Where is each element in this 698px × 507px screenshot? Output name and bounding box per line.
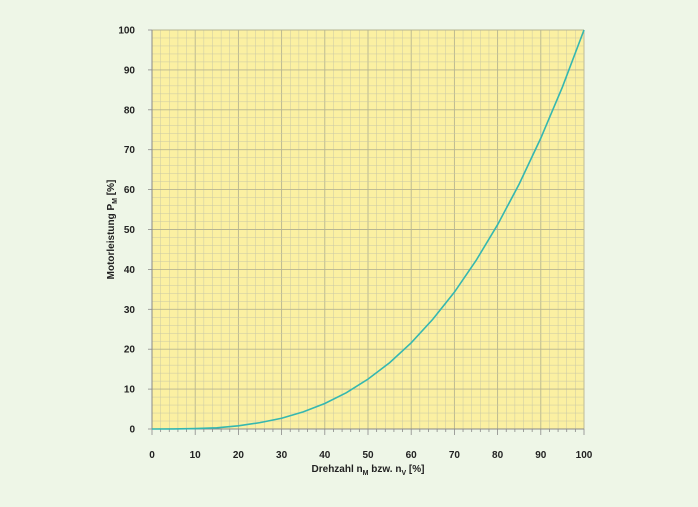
y-title-sub: M <box>112 198 119 204</box>
x-tick-label: 30 <box>276 450 288 461</box>
y-tick-label: 0 <box>129 425 135 436</box>
x-tick-label: 10 <box>190 450 202 461</box>
x-tick-label: 50 <box>362 450 374 461</box>
y-tick-label: 50 <box>124 225 136 236</box>
y-tick-label: 20 <box>124 345 136 356</box>
y-tick-labels: 0 10 20 30 40 50 60 70 80 90 100 <box>118 26 135 436</box>
x-tick-label: 90 <box>535 450 547 461</box>
x-tick-label: 70 <box>449 450 461 461</box>
x-tick-label: 80 <box>492 450 504 461</box>
x-tick-label: 100 <box>576 450 593 461</box>
axes <box>148 29 585 435</box>
x-title-sub2: V <box>401 470 406 477</box>
y-tick-label: 100 <box>118 26 135 37</box>
y-tick-label: 80 <box>124 105 136 116</box>
x-title-end: [%] <box>406 464 424 475</box>
x-tick-label: 20 <box>233 450 245 461</box>
x-tick-label: 0 <box>149 450 155 461</box>
y-tick-label: 10 <box>124 385 136 396</box>
x-tick-label: 40 <box>319 450 331 461</box>
series-line <box>151 29 585 430</box>
x-tick-label: 60 <box>406 450 418 461</box>
y-tick-label: 70 <box>124 145 136 156</box>
y-axis-title: Motorleistung PM [%] <box>106 180 119 280</box>
y-tick-label: 90 <box>124 65 136 76</box>
x-title-sub1: M <box>363 470 369 477</box>
y-tick-label: 60 <box>124 185 136 196</box>
x-title-main: Drehzahl n <box>312 464 363 475</box>
y-tick-label: 40 <box>124 265 136 276</box>
y-tick-label: 30 <box>124 305 136 316</box>
x-tick-labels: 0 10 20 30 40 50 60 70 80 90 100 <box>149 450 593 461</box>
y-title-end: [%] <box>106 180 117 198</box>
grid-lines <box>151 29 585 430</box>
y-title-main: Motorleistung P <box>106 203 117 279</box>
x-title-mid: bzw. n <box>368 464 401 475</box>
x-axis-title: Drehzahl nM bzw. nV [%] <box>312 464 425 477</box>
